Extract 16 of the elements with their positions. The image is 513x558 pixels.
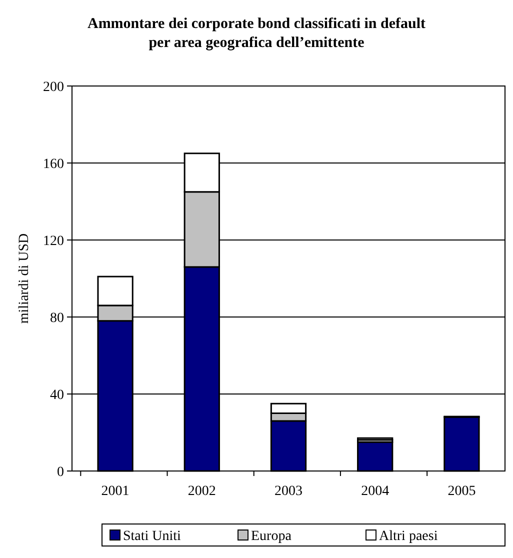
x-tick-label: 2003	[274, 484, 302, 499]
x-tick-label: 2004	[361, 484, 390, 499]
x-tick-label: 2002	[188, 484, 216, 499]
legend-label: Europa	[251, 529, 292, 544]
y-tick-label: 160	[43, 156, 64, 172]
y-tick-label: 200	[43, 80, 64, 95]
y-tick-label: 120	[43, 234, 64, 249]
y-axis-title: miliardi di USD	[17, 233, 32, 324]
legend-label: Altri paesi	[379, 529, 438, 544]
chart-title: Ammontare dei corporate bond classificati in default per area geografica dell’emittente	[87, 16, 426, 51]
x-tick-label: 2001	[101, 484, 130, 499]
x-tick-label: 2005	[448, 484, 476, 499]
y-tick-label: 0	[57, 464, 64, 480]
y-tick-label: 80	[50, 310, 64, 326]
y-tick-label: 40	[50, 388, 64, 403]
legend-label: Stati Uniti	[123, 529, 182, 544]
